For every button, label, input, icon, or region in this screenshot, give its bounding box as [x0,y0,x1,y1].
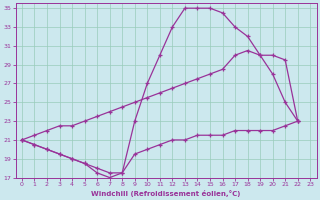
X-axis label: Windchill (Refroidissement éolien,°C): Windchill (Refroidissement éolien,°C) [92,190,241,197]
